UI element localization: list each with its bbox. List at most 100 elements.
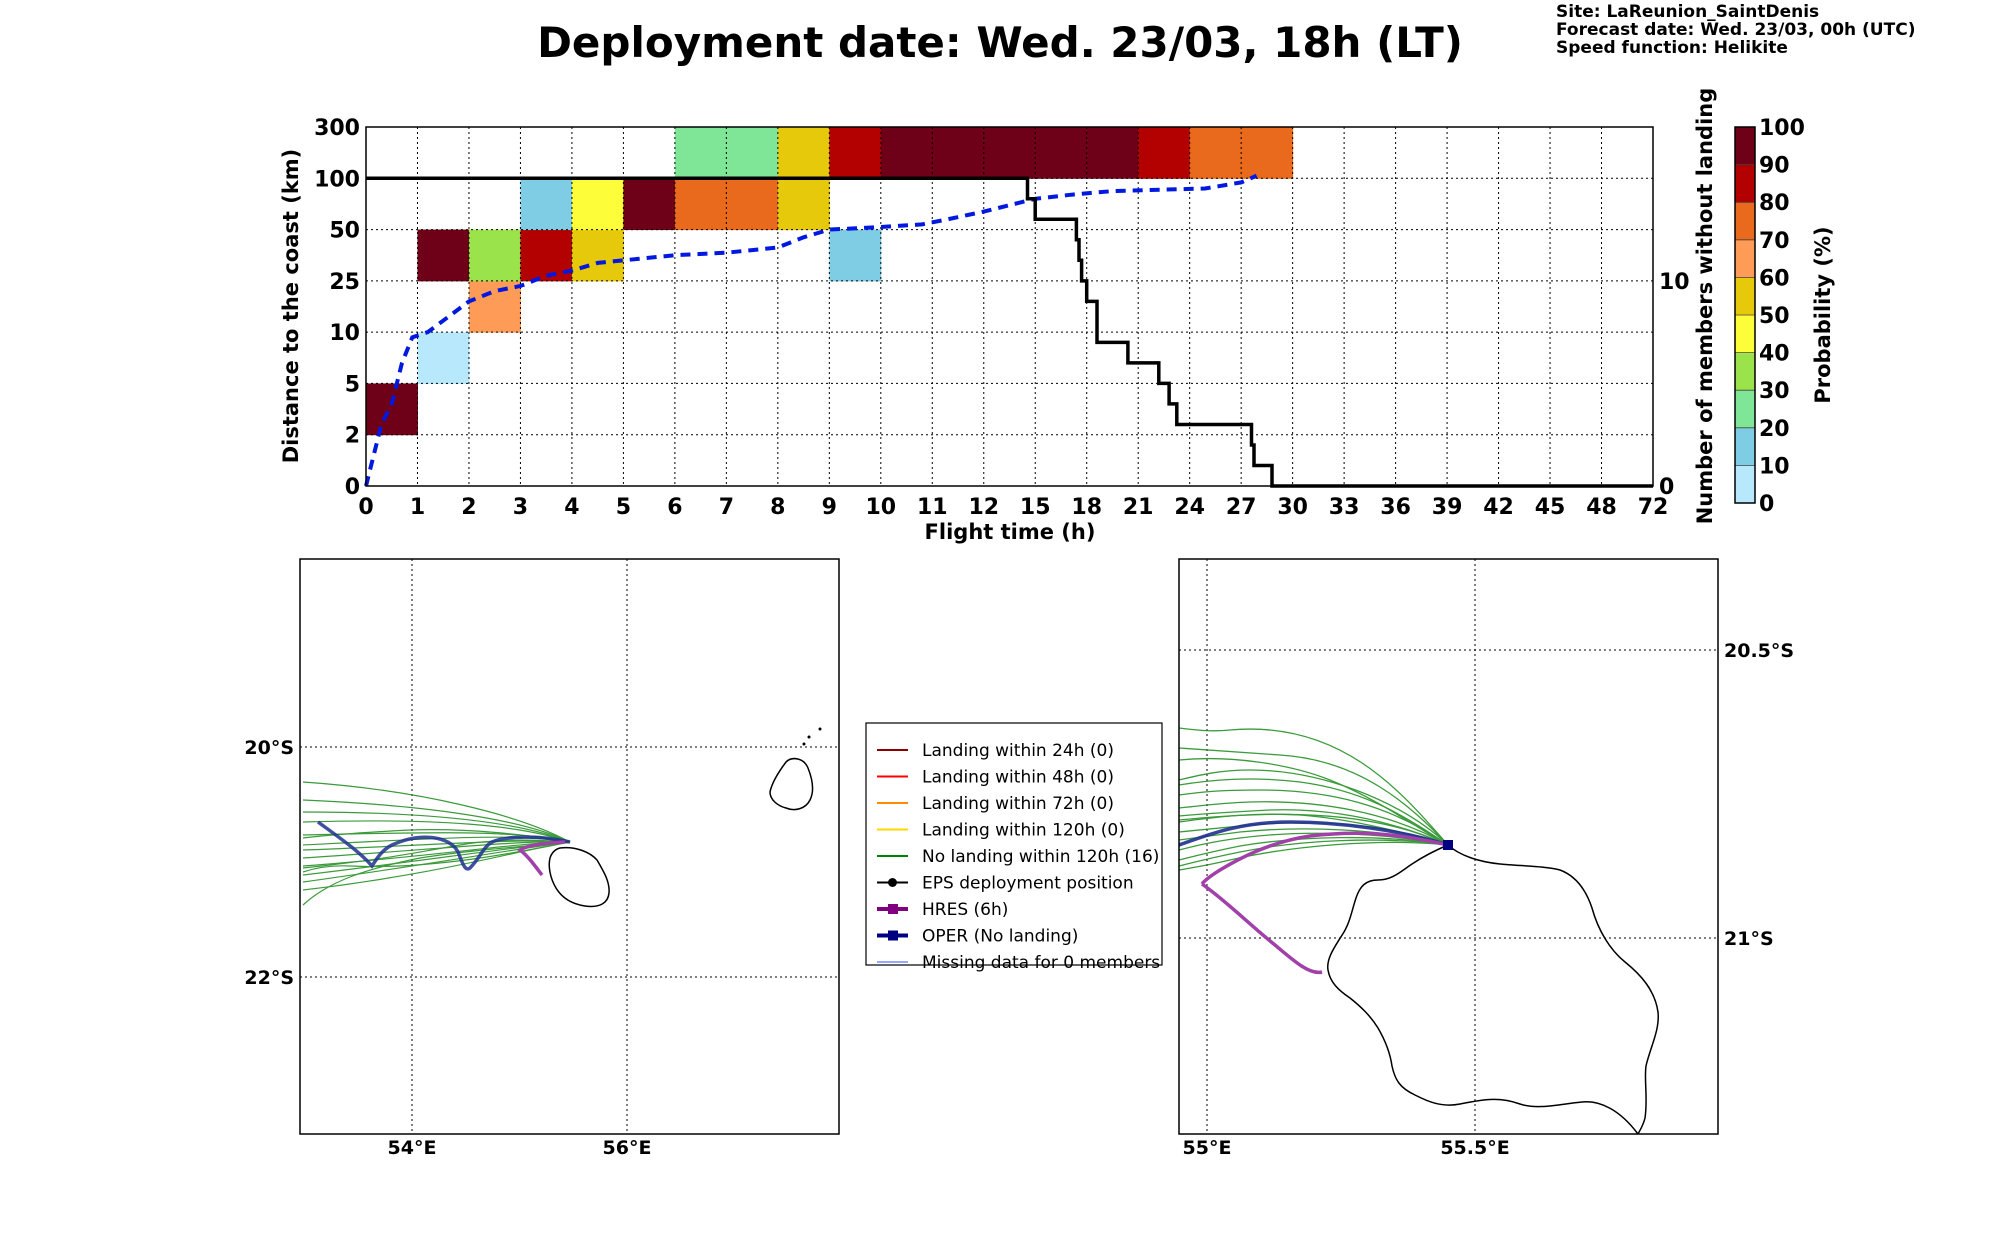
x-tick-label: 9 xyxy=(822,495,837,520)
legend-label: Missing data for 0 members xyxy=(922,953,1160,973)
legend-label: HRES (6h) xyxy=(922,900,1008,920)
median-distance-path xyxy=(364,173,1258,487)
heatmap-cell xyxy=(571,178,624,231)
mauritius-coastline xyxy=(769,757,814,811)
hres-trajectory-right xyxy=(1200,831,1449,975)
reunion-coastline-left xyxy=(548,846,610,908)
local-trajectory-map: 55°E 55.5°E 20.5°S 21°S xyxy=(1178,558,1794,1159)
oper-trajectory-left xyxy=(316,820,571,871)
x-tick-label: 27 xyxy=(1226,495,1257,520)
heatmap-cell xyxy=(571,229,624,282)
heatmap-cell xyxy=(1241,127,1294,179)
x-tick-label: 8 xyxy=(770,495,785,520)
y-tick-label: 25 xyxy=(329,270,360,295)
legend-frame xyxy=(865,722,1163,966)
speed-info: Speed function: Helikite xyxy=(1556,38,1788,58)
x-tick-labels: 0 1 2 3 4 5 6 7 8 9 10 11 12 15 18 21 24 27 30 33 36 39 42 45 48… xyxy=(358,495,1668,520)
lat-label-22: 22°S xyxy=(244,967,294,989)
y-tick-label: 100 xyxy=(314,167,360,192)
heatmap-cell xyxy=(880,127,933,179)
right-map-frame xyxy=(1178,558,1719,1135)
y-axis-label: Distance to the coast (km) xyxy=(279,149,303,464)
heatmap-cell xyxy=(829,229,882,282)
probability-colorbar: 0 10 20 30 40 50 60 70 80 90 100 Probability (%) xyxy=(1734,116,1835,517)
regional-trajectory-map: 54°E 56°E 20°S 22°S xyxy=(244,558,840,1159)
y2-axis-label: Number of members without landing xyxy=(1693,88,1717,525)
right-map-grid xyxy=(1179,559,1718,1134)
legend-label: OPER (No landing) xyxy=(922,927,1078,947)
colorbar-tick-label: 100 xyxy=(1759,116,1805,141)
colorbar-tick-label: 0 xyxy=(1759,492,1774,517)
reunion-coastline-right xyxy=(1327,844,1659,1135)
x-tick-label: 36 xyxy=(1380,495,1411,520)
members-without-landing-line xyxy=(366,176,1653,488)
colorbar-cells xyxy=(1735,127,1755,504)
left-map-frame xyxy=(299,558,840,1135)
x-tick-label: 2 xyxy=(461,495,476,520)
island-dot xyxy=(818,727,822,731)
x-tick-label: 5 xyxy=(616,495,631,520)
y-tick-label: 5 xyxy=(345,372,360,397)
y-tick-label: 50 xyxy=(329,219,360,244)
lon-label-55: 55°E xyxy=(1183,1137,1232,1159)
legend-label: Landing within 72h (0) xyxy=(922,794,1114,814)
chart-title: Deployment date: Wed. 23/03, 18h (LT) xyxy=(537,18,1463,67)
heatmap-cell xyxy=(1138,127,1191,179)
heatmap-cell xyxy=(417,332,470,384)
colorbar-tick-label: 60 xyxy=(1759,266,1790,291)
trajectory-legend: Landing within 24h (0) Landing within 48h… xyxy=(865,722,1163,973)
x-tick-label: 6 xyxy=(667,495,682,520)
heatmap-cell xyxy=(726,178,779,231)
colorbar-tick-label: 90 xyxy=(1759,154,1790,179)
x-tick-label: 24 xyxy=(1174,495,1205,520)
colorbar-cell xyxy=(1735,164,1755,203)
forecast-info: Forecast date: Wed. 23/03, 00h (UTC) xyxy=(1556,20,1915,40)
heatmap-cell xyxy=(1086,127,1139,179)
x-tick-label: 10 xyxy=(865,495,896,520)
legend-label: Landing within 120h (0) xyxy=(922,821,1125,841)
heatmap-cell xyxy=(777,127,830,179)
x-tick-label: 39 xyxy=(1432,495,1463,520)
x-tick-label: 45 xyxy=(1535,495,1566,520)
island-dot xyxy=(807,735,811,739)
heatmap-cell xyxy=(520,178,573,231)
colorbar-cell xyxy=(1735,427,1755,466)
colorbar-label: Probability (%) xyxy=(1811,226,1835,403)
legend-label: Landing within 24h (0) xyxy=(922,741,1114,761)
y-tick-label: 300 xyxy=(314,116,360,141)
colorbar-tick-label: 30 xyxy=(1759,379,1790,404)
colorbar-tick-label: 50 xyxy=(1759,304,1790,329)
heatmap-cell xyxy=(417,229,470,282)
y-tick-label: 2 xyxy=(345,424,360,449)
hres-trajectory-left xyxy=(517,840,566,877)
legend-marker xyxy=(888,930,898,941)
x-axis-label: Flight time (h) xyxy=(925,520,1096,544)
colorbar-cell xyxy=(1735,277,1755,316)
x-tick-label: 48 xyxy=(1586,495,1617,520)
colorbar-cell xyxy=(1735,352,1755,391)
heatmap-cell xyxy=(1189,127,1242,179)
oper-deployment-marker xyxy=(1443,840,1453,850)
colorbar-cell xyxy=(1735,390,1755,429)
heatmap-cell xyxy=(829,127,882,179)
x-tick-label: 42 xyxy=(1483,495,1514,520)
x-tick-label: 1 xyxy=(410,495,425,520)
x-tick-label: 12 xyxy=(968,495,999,520)
heatmap-cell xyxy=(468,229,521,282)
y2-tick-label: 0 xyxy=(1659,475,1674,500)
legend-marker xyxy=(888,878,897,887)
heatmap-cell xyxy=(777,178,830,231)
lat-label-20-5: 20.5°S xyxy=(1724,640,1794,662)
heatmap-cell xyxy=(983,127,1036,179)
colorbar-cell xyxy=(1735,127,1755,166)
x-tick-label: 15 xyxy=(1020,495,1051,520)
x-tick-label: 3 xyxy=(513,495,528,520)
x-tick-label: 4 xyxy=(564,495,579,520)
x-tick-label: 33 xyxy=(1329,495,1360,520)
legend-label: Landing within 48h (0) xyxy=(922,768,1114,788)
lat-label-20: 20°S xyxy=(244,737,294,759)
heatmap-cell xyxy=(932,127,985,179)
colorbar-tick-label: 70 xyxy=(1759,229,1790,254)
heatmap-cells xyxy=(366,127,1294,436)
